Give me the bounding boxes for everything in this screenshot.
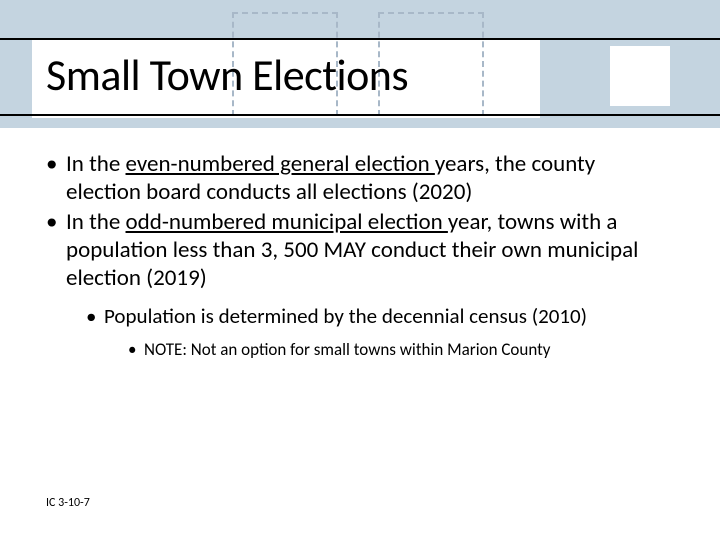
bullet-1-underline: even-numbered general election bbox=[126, 150, 435, 178]
bullet-2-note: NOTE: Not an option for small towns with… bbox=[128, 340, 674, 361]
bullet-2-note-text: NOTE: Not an option for small towns with… bbox=[144, 339, 551, 360]
slide-body: In the even-numbered general election ye… bbox=[46, 150, 674, 363]
slide-title: Small Town Elections bbox=[46, 48, 408, 102]
bullet-1: In the even-numbered general election ye… bbox=[46, 150, 674, 206]
bullet-2-sub: Population is determined by the decennia… bbox=[86, 304, 674, 360]
bg-rect-top bbox=[0, 0, 720, 38]
bullet-2-pre: In the bbox=[66, 208, 126, 236]
bullet-2: In the odd-numbered municipal election y… bbox=[46, 208, 674, 360]
bullet-2-underline: odd-numbered municipal election bbox=[126, 208, 448, 236]
bullet-2-sub-text: Population is determined by the decennia… bbox=[104, 303, 587, 329]
bullet-1-pre: In the bbox=[66, 150, 126, 178]
bg-rect-bot bbox=[0, 118, 720, 128]
footer-citation: IC 3-10-7 bbox=[46, 496, 90, 510]
